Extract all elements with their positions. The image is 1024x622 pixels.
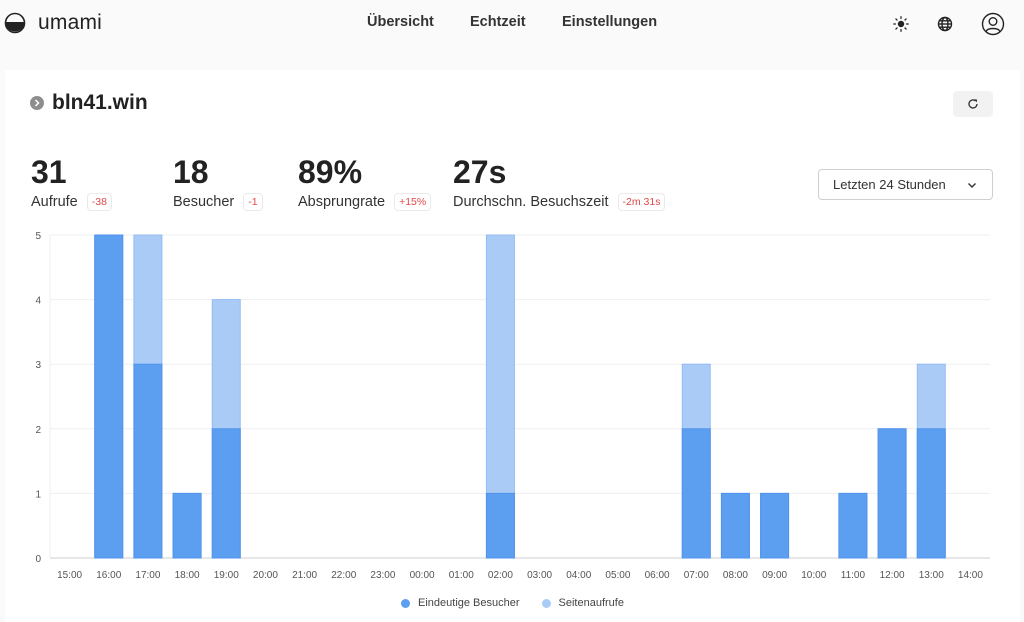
- x-tick-label: 03:00: [527, 570, 552, 581]
- bar-visitors[interactable]: [720, 492, 750, 559]
- bar-visitors[interactable]: [133, 363, 163, 559]
- x-tick-label: 08:00: [723, 570, 748, 581]
- pageviews-bar-chart: 0 1 2 3 4 5 15:00 16:00 17:00 18:00 19:00 20:00 21:0…: [35, 231, 990, 581]
- x-tick-label: 11:00: [841, 570, 866, 581]
- app-logo[interactable]: umami: [4, 11, 102, 35]
- nav-realtime[interactable]: Echtzeit: [470, 14, 526, 30]
- metric-visitors: 18 Besucher -1: [173, 154, 263, 211]
- user-circle-icon: [981, 12, 1005, 36]
- metric-value: 27s: [453, 154, 507, 190]
- metric-bounce-rate: 89% Absprungrate +15%: [298, 154, 432, 211]
- metric-change-badge: -1: [243, 193, 263, 211]
- legend-dot-icon: [541, 598, 551, 608]
- theme-toggle-button[interactable]: [889, 12, 913, 36]
- metric-label: Durchschn. Besuchszeit: [453, 194, 609, 210]
- bar-visitors[interactable]: [760, 492, 790, 559]
- date-range-value: Letzten 24 Stunden: [833, 177, 946, 192]
- x-tick-label: 18:00: [175, 570, 200, 581]
- website-favicon-icon: [30, 96, 44, 110]
- bar-visitors[interactable]: [94, 234, 124, 559]
- x-tick-label: 07:00: [684, 570, 709, 581]
- bar-visitors[interactable]: [211, 428, 241, 559]
- legend-dot-icon: [401, 598, 411, 608]
- x-tick-label: 16:00: [96, 570, 121, 581]
- x-tick-label: 14:00: [958, 570, 983, 581]
- legend-item-visitors[interactable]: Eindeutige Besucher: [401, 597, 520, 609]
- x-tick-label: 13:00: [919, 570, 944, 581]
- x-tick-label: 21:00: [292, 570, 317, 581]
- bar-visitors[interactable]: [172, 492, 202, 559]
- legend-label: Eindeutige Besucher: [418, 597, 520, 609]
- date-range-select[interactable]: Letzten 24 Stunden: [818, 169, 993, 200]
- y-tick-label: 5: [35, 231, 41, 242]
- language-button[interactable]: [933, 12, 957, 36]
- nav-settings[interactable]: Einstellungen: [562, 14, 658, 30]
- sun-icon: [893, 16, 909, 32]
- x-tick-label: 10:00: [801, 570, 826, 581]
- x-tick-label: 17:00: [135, 570, 160, 581]
- y-tick-label: 1: [35, 489, 41, 500]
- metric-change-badge: -2m 31s: [617, 193, 666, 211]
- metric-value: 89%: [298, 154, 363, 190]
- app-name: umami: [38, 11, 103, 34]
- metric-change-badge: +15%: [394, 193, 432, 211]
- x-tick-label: 04:00: [566, 570, 591, 581]
- chart-legend: Eindeutige Besucher Seitenaufrufe: [5, 597, 1020, 609]
- metric-pageviews: 31 Aufrufe -38: [31, 154, 112, 211]
- website-name[interactable]: bln41.win: [52, 91, 148, 114]
- x-tick-label: 20:00: [253, 570, 278, 581]
- x-tick-label: 06:00: [645, 570, 670, 581]
- metric-change-badge: -38: [86, 193, 112, 211]
- metric-label: Besucher: [173, 194, 235, 210]
- y-tick-label: 0: [35, 554, 41, 565]
- x-tick-label: 00:00: [410, 570, 435, 581]
- metric-label: Aufrufe: [31, 194, 78, 210]
- bar-visitors[interactable]: [485, 492, 515, 559]
- x-tick-label: 15:00: [57, 570, 82, 581]
- x-tick-label: 01:00: [449, 570, 474, 581]
- refresh-button[interactable]: [953, 91, 993, 117]
- x-tick-label: 23:00: [370, 570, 395, 581]
- legend-item-pageviews[interactable]: Seitenaufrufe: [541, 597, 624, 609]
- y-tick-label: 4: [35, 296, 41, 307]
- bar-visitors[interactable]: [916, 428, 946, 559]
- y-tick-label: 3: [35, 360, 41, 371]
- x-tick-label: 19:00: [214, 570, 239, 581]
- metric-label: Absprungrate: [298, 194, 386, 210]
- metric-value: 31: [31, 154, 67, 190]
- globe-icon: [937, 16, 953, 32]
- chevron-down-icon: [968, 183, 976, 188]
- metric-avg-visit-time: 27s Durchschn. Besuchszeit -2m 31s: [453, 154, 666, 211]
- x-tick-label: 02:00: [488, 570, 513, 581]
- x-tick-label: 22:00: [331, 570, 356, 581]
- bar-visitors[interactable]: [877, 428, 907, 559]
- nav-overview[interactable]: Übersicht: [367, 14, 434, 30]
- bar-visitors[interactable]: [838, 492, 868, 559]
- website-header: bln41.win: [30, 91, 148, 115]
- x-tick-label: 05:00: [605, 570, 630, 581]
- y-tick-label: 2: [35, 425, 41, 436]
- x-tick-label: 12:00: [880, 570, 905, 581]
- profile-button[interactable]: [981, 12, 1005, 36]
- x-tick-label: 09:00: [762, 570, 787, 581]
- umami-logo-icon: [4, 12, 26, 34]
- metric-value: 18: [173, 154, 209, 190]
- website-stats-panel: bln41.win 31 Aufrufe -38 18 Besucher -1 …: [5, 70, 1020, 622]
- top-header: umami Übersicht Echtzeit Einstellungen: [0, 0, 1024, 68]
- bar-visitors[interactable]: [681, 428, 711, 559]
- legend-label: Seitenaufrufe: [558, 597, 624, 609]
- refresh-icon: [968, 99, 978, 109]
